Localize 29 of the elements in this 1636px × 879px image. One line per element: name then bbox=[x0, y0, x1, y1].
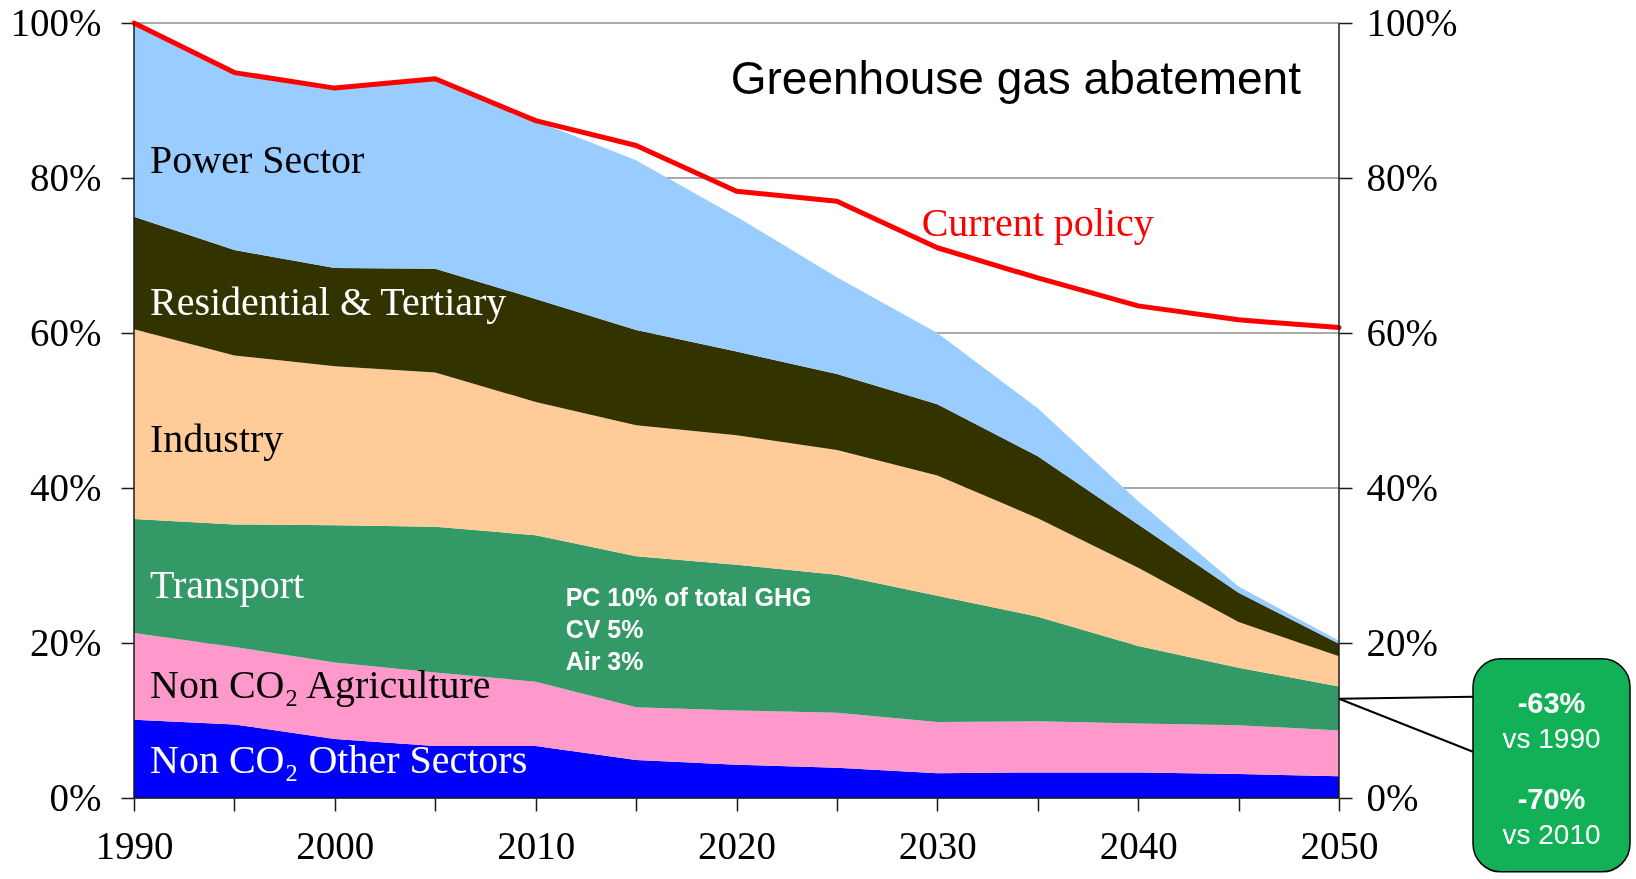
series-label: Power Sector bbox=[150, 137, 365, 183]
series-label: Non CO₂ Other Sectors bbox=[150, 737, 528, 783]
y-tick-label: 100% bbox=[10, 0, 102, 44]
y2-tick-label: 0% bbox=[1366, 775, 1419, 819]
text: Greenhouse gas abatement bbox=[730, 52, 1302, 104]
annotation: -63% vs 1990 -70% vs 2010 bbox=[1502, 686, 1601, 850]
series-label: Current policy bbox=[921, 199, 1154, 245]
y-tick-label: 60% bbox=[30, 310, 102, 354]
x-tick-label: 2010 bbox=[497, 823, 576, 867]
y-tick-label: 40% bbox=[30, 465, 102, 509]
series-label: Non CO₂ Agriculture bbox=[150, 661, 491, 707]
x-tick-label: 2030 bbox=[898, 823, 977, 867]
y2-tick-label: 40% bbox=[1366, 465, 1438, 509]
series-label: Transport bbox=[150, 561, 305, 607]
x-tick-label: 2050 bbox=[1300, 823, 1379, 867]
y2-tick-label: 100% bbox=[1366, 0, 1458, 44]
annotation: PC 10% of total GHG CV 5% Air 3% bbox=[565, 582, 812, 675]
y-tick-label: 0% bbox=[49, 775, 102, 819]
y-tick-label: 20% bbox=[30, 620, 102, 664]
x-tick-label: 2000 bbox=[296, 823, 375, 867]
y-tick-label: 80% bbox=[30, 155, 102, 199]
y2-tick-label: 20% bbox=[1366, 620, 1438, 664]
y2-tick-label: 80% bbox=[1366, 155, 1438, 199]
x-tick-label: 2040 bbox=[1099, 823, 1178, 867]
series-label: Industry bbox=[150, 415, 284, 461]
x-tick-label: 2020 bbox=[698, 823, 776, 867]
series-label: Residential & Tertiary bbox=[150, 278, 507, 324]
y2-tick-label: 60% bbox=[1366, 310, 1438, 354]
x-tick-label: 1990 bbox=[95, 823, 174, 867]
